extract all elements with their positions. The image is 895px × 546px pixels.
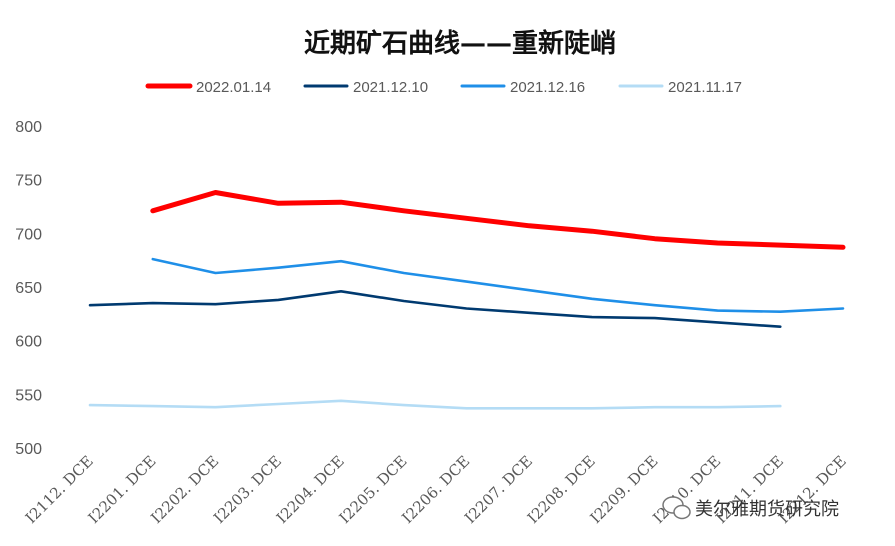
series-line-2021.11.17 bbox=[88, 399, 782, 410]
legend: 2022.01.14 2021.12.10 2021.12.16 2021.11.17 bbox=[145, 79, 742, 96]
watermark: 美尔雅期货研究院 bbox=[662, 496, 839, 520]
watermark-text: 美尔雅期货研究院 bbox=[695, 499, 839, 520]
y-tick-label: 700 bbox=[15, 226, 42, 243]
y-tick-label: 600 bbox=[15, 334, 42, 351]
series-line-2021.12.10 bbox=[88, 290, 782, 328]
legend-label: 2021.12.10 bbox=[353, 79, 428, 96]
y-tick-label: 550 bbox=[15, 387, 42, 404]
legend-label: 2022.01.14 bbox=[196, 79, 271, 96]
y-axis: 500 550 600 650 700 750 800 bbox=[15, 119, 42, 458]
legend-label: 2021.12.16 bbox=[510, 79, 585, 96]
y-tick-label: 750 bbox=[15, 173, 42, 190]
legend-label: 2021.11.17 bbox=[668, 79, 742, 96]
series-line-2022.01.14 bbox=[150, 190, 846, 250]
y-tick-label: 650 bbox=[15, 280, 42, 297]
series-lines bbox=[88, 190, 846, 410]
series-line-2021.12.16 bbox=[151, 257, 845, 313]
y-tick-label: 500 bbox=[15, 441, 42, 458]
y-tick-label: 800 bbox=[15, 119, 42, 136]
wechat-icon bbox=[662, 496, 691, 520]
chart-title: 近期矿石曲线——重新陡峭 bbox=[304, 28, 616, 59]
